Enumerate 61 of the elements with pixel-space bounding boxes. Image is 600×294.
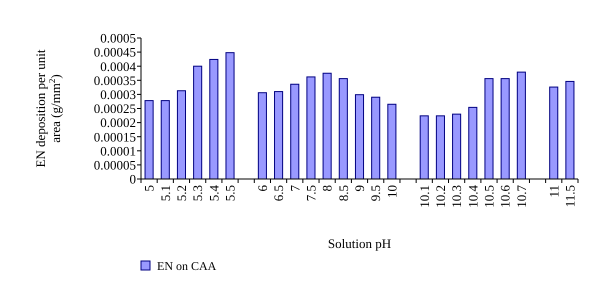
x-tick-label: 10.4: [465, 184, 480, 208]
bar: [500, 78, 510, 180]
bar: [565, 80, 574, 180]
bar: [549, 86, 558, 180]
y-tick-label: 0.00015: [94, 129, 136, 144]
x-tick-label: 10.1: [416, 185, 432, 208]
x-tick-label: 5.5: [222, 185, 238, 202]
x-tick-label: 5.2: [174, 185, 190, 202]
x-tick-label: 10: [384, 185, 400, 198]
x-axis-title: Solution pH: [328, 236, 392, 251]
y-tick-label: 0: [130, 172, 136, 187]
y-tick-label: 0.0004: [100, 58, 136, 74]
x-tick-label: 7.5: [303, 185, 318, 202]
x-tick-label: 9.5: [368, 185, 384, 202]
bar: [452, 114, 462, 180]
bar: [225, 52, 235, 180]
x-tick-label: 5: [142, 185, 157, 192]
y-tick-label: 0.00005: [94, 157, 136, 172]
bar: [160, 100, 170, 180]
bar: [354, 94, 364, 180]
x-tick-label: 10.5: [482, 185, 497, 208]
x-tick-label: 10.6: [498, 184, 513, 208]
bar: [258, 92, 267, 180]
x-tick-label: 5.3: [190, 185, 206, 202]
y-tick-label: 0.00025: [94, 101, 136, 116]
x-tick-label: 8: [320, 185, 335, 192]
x-tick-label: 8.5: [336, 185, 351, 202]
x-tick-label: 10.3: [449, 185, 464, 208]
legend-label: EN on CAA: [157, 259, 217, 274]
bar: [176, 90, 186, 180]
y-tick-label: 0.00045: [94, 44, 136, 60]
x-tick-label: 6: [254, 184, 270, 192]
y-tick-label: 0.0003: [100, 86, 136, 102]
x-tick-label: 5.4: [206, 184, 222, 202]
bar: [306, 76, 316, 180]
bar: [290, 84, 300, 180]
x-tick-label: 11: [546, 185, 562, 198]
bar: [274, 91, 284, 180]
bar: [209, 58, 218, 180]
x-tick-label: 7: [287, 184, 302, 192]
bar: [371, 96, 380, 180]
bar: [468, 106, 478, 180]
x-tick-label: 6.5: [271, 185, 286, 202]
bar: [144, 100, 154, 180]
bar: [436, 115, 445, 180]
y-tick-label: 0.0002: [100, 115, 136, 130]
bar: [387, 104, 396, 180]
x-tick-label: 5.1: [158, 185, 173, 202]
x-tick-label: 9: [352, 185, 368, 192]
y-tick-label: 0.0005: [100, 30, 136, 46]
bar: [484, 78, 494, 180]
bar: [322, 72, 332, 180]
bar: [516, 72, 526, 180]
x-tick-label: 10.7: [514, 184, 529, 208]
x-tick-label: 10.2: [432, 185, 448, 208]
y-tick-label: 0.0001: [100, 143, 136, 158]
bar: [420, 115, 429, 180]
y-tick-label: 0.00035: [94, 72, 136, 88]
bar: [338, 78, 348, 180]
x-tick-label: 11.5: [562, 185, 578, 208]
bar: [193, 66, 202, 180]
